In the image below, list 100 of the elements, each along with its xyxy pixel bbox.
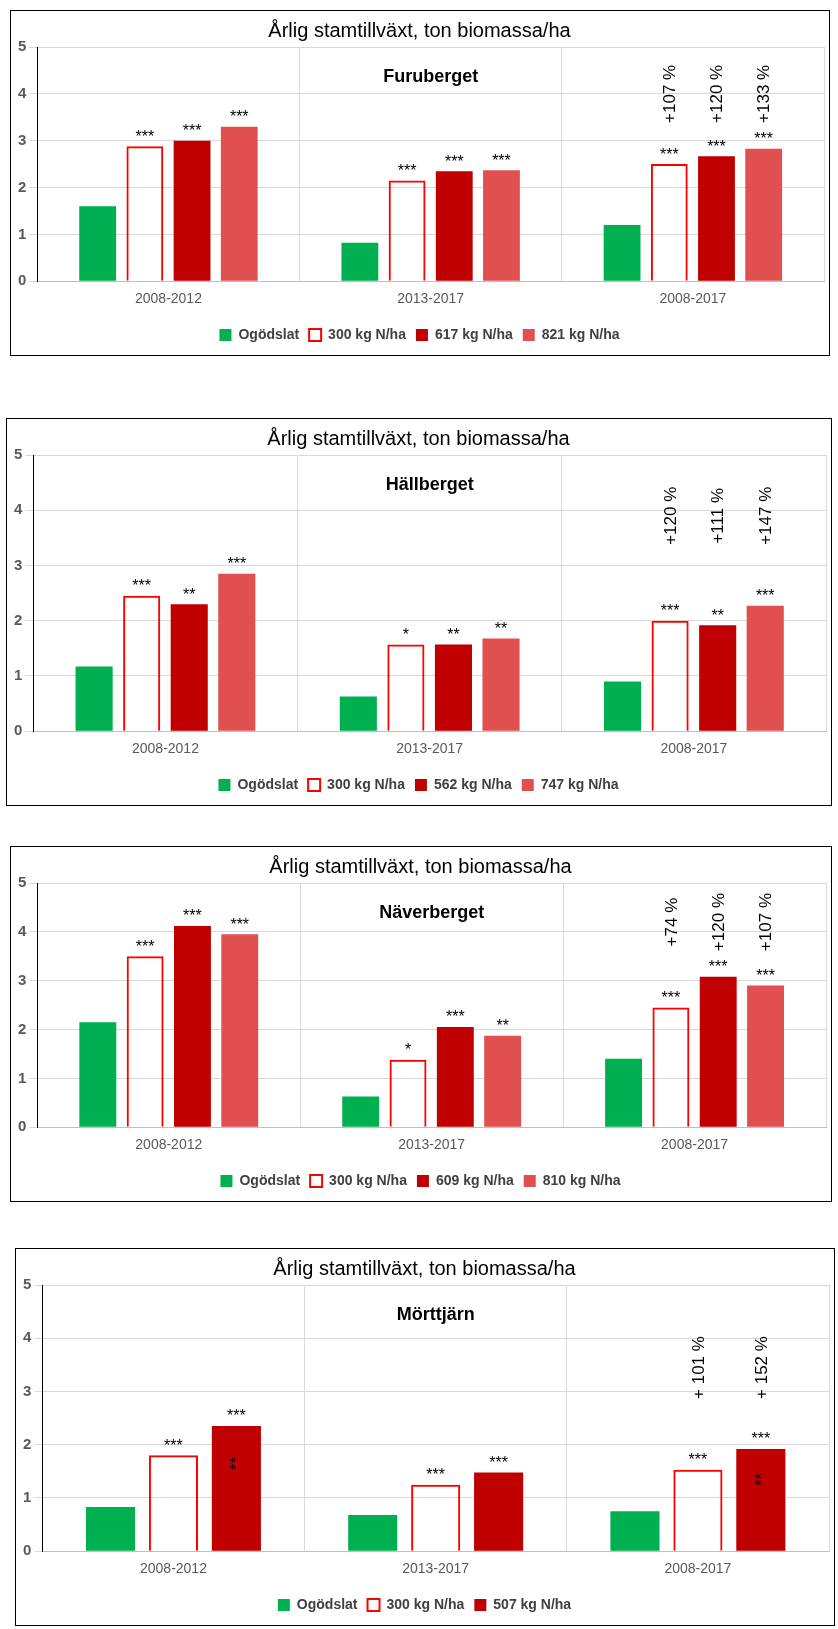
legend-label: 747 kg N/ha bbox=[540, 775, 619, 792]
x-tick-label: 2008-2012 bbox=[135, 1136, 203, 1153]
data-label: *** bbox=[229, 108, 249, 126]
bar bbox=[434, 644, 472, 731]
annotation: + 152 % bbox=[751, 1336, 771, 1399]
data-label: *** bbox=[492, 151, 511, 169]
x-tick-label: 2008-2017 bbox=[664, 1560, 732, 1577]
y-tick-label: 1 bbox=[23, 1488, 32, 1506]
legend-label: 617 kg N/ha bbox=[434, 325, 513, 342]
legend-label: Ogödslat bbox=[239, 1171, 301, 1188]
bar bbox=[483, 170, 520, 281]
y-tick-label: 3 bbox=[18, 130, 27, 148]
bar bbox=[605, 1058, 643, 1127]
legend-label: 507 kg N/ha bbox=[493, 1595, 572, 1612]
data-label: *** bbox=[755, 587, 775, 605]
legend-label: 609 kg N/ha bbox=[435, 1171, 514, 1188]
annotation: Mörttjärn bbox=[396, 1303, 475, 1324]
bar bbox=[220, 126, 258, 281]
bar bbox=[342, 1096, 380, 1127]
data-label: *** bbox=[659, 145, 679, 163]
data-label: *** bbox=[751, 1430, 771, 1448]
data-label: *** bbox=[445, 1008, 465, 1026]
y-tick-label: 4 bbox=[23, 1328, 32, 1346]
y-tick-label: 3 bbox=[14, 555, 23, 573]
data-label: *** bbox=[707, 137, 726, 155]
data-label: * bbox=[402, 625, 410, 643]
annotation: ** bbox=[751, 1472, 771, 1486]
x-tick-label: 2013-2017 bbox=[397, 290, 465, 307]
data-label: *** bbox=[426, 1466, 446, 1484]
legend-label: 300 kg N/ha bbox=[327, 775, 406, 792]
x-tick-label: 2008-2017 bbox=[659, 290, 727, 307]
data-label: *** bbox=[132, 577, 152, 595]
bar bbox=[698, 156, 735, 281]
bar bbox=[604, 681, 642, 731]
data-label: *** bbox=[489, 1453, 508, 1471]
y-tick-label: 0 bbox=[18, 1117, 27, 1135]
annotation: +107 % bbox=[756, 893, 776, 952]
data-label: *** bbox=[660, 602, 680, 620]
data-label: *** bbox=[135, 937, 155, 955]
bar bbox=[699, 625, 737, 731]
bar bbox=[75, 666, 113, 731]
bar bbox=[603, 224, 641, 281]
bar bbox=[79, 206, 117, 281]
x-tick-label: 2013-2017 bbox=[398, 1136, 466, 1153]
data-label: ** bbox=[183, 585, 196, 603]
y-tick-label: 5 bbox=[14, 445, 23, 463]
legend-label: 300 kg N/ha bbox=[329, 1171, 408, 1188]
bar bbox=[348, 1515, 398, 1551]
bar bbox=[341, 242, 379, 281]
chart-title: Årlig stamtillväxt, ton biomassa/ha bbox=[273, 1256, 577, 1279]
y-tick-label: 5 bbox=[23, 1275, 32, 1293]
data-label: *** bbox=[164, 1436, 183, 1454]
x-tick-label: 2013-2017 bbox=[402, 1560, 470, 1577]
data-label: *** bbox=[661, 988, 681, 1006]
y-tick-label: 0 bbox=[14, 721, 23, 739]
data-label: ** bbox=[496, 1017, 509, 1035]
data-label: *** bbox=[227, 555, 247, 573]
y-tick-label: 1 bbox=[18, 224, 27, 242]
x-tick-label: 2008-2017 bbox=[660, 740, 728, 757]
y-tick-label: 3 bbox=[23, 1381, 32, 1399]
y-tick-label: 2 bbox=[18, 177, 27, 195]
bar bbox=[474, 1472, 524, 1551]
annotation: Näverberget bbox=[379, 901, 485, 922]
bar bbox=[736, 1448, 786, 1551]
bar bbox=[173, 925, 211, 1127]
bar bbox=[484, 1035, 522, 1127]
bar bbox=[747, 985, 784, 1127]
data-label: *** bbox=[182, 122, 202, 140]
bar bbox=[436, 1027, 474, 1127]
legend-label: 300 kg N/ha bbox=[328, 325, 407, 342]
x-tick-label: 2013-2017 bbox=[396, 740, 464, 757]
annotation: +147 % bbox=[755, 486, 775, 545]
x-tick-label: 2008-2017 bbox=[661, 1136, 729, 1153]
y-tick-label: 4 bbox=[18, 921, 27, 939]
y-tick-label: 1 bbox=[18, 1068, 27, 1086]
chart-title: Årlig stamtillväxt, ton biomassa/ha bbox=[269, 854, 573, 877]
bar bbox=[218, 573, 256, 731]
y-tick-label: 1 bbox=[14, 666, 23, 684]
bar bbox=[435, 171, 473, 281]
y-tick-label: 4 bbox=[14, 500, 23, 518]
bar bbox=[746, 605, 784, 731]
legend-label: 810 kg N/ha bbox=[542, 1171, 621, 1188]
legend-label: 821 kg N/ha bbox=[541, 325, 620, 342]
legend-label: Ogödslat bbox=[238, 325, 300, 342]
y-tick-label: 3 bbox=[18, 970, 27, 988]
annotation: +107 % bbox=[659, 64, 679, 123]
data-label: *** bbox=[227, 1407, 246, 1425]
data-label: *** bbox=[754, 130, 774, 148]
y-tick-label: 2 bbox=[23, 1434, 32, 1452]
bar bbox=[79, 1022, 117, 1127]
data-label: *** bbox=[135, 127, 155, 145]
legend-label: 562 kg N/ha bbox=[433, 775, 512, 792]
bar bbox=[173, 140, 211, 281]
y-tick-label: 5 bbox=[18, 37, 27, 55]
legend-label: Ogödslat bbox=[296, 1595, 358, 1612]
y-tick-label: 2 bbox=[18, 1019, 27, 1037]
data-label: *** bbox=[230, 915, 250, 933]
data-label: ** bbox=[494, 619, 508, 637]
annotation: +111 % bbox=[708, 487, 728, 544]
data-label: *** bbox=[397, 161, 417, 179]
